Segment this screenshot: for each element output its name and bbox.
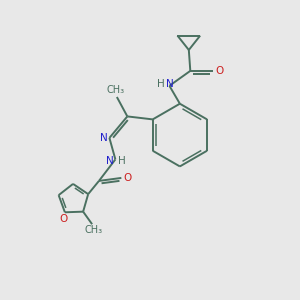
Text: N: N: [106, 156, 114, 166]
Text: O: O: [59, 214, 68, 224]
Text: N: N: [100, 133, 108, 143]
Text: N: N: [166, 79, 174, 89]
Text: CH₃: CH₃: [85, 225, 103, 235]
Text: H: H: [157, 79, 165, 89]
Text: H: H: [118, 156, 126, 166]
Text: CH₃: CH₃: [106, 85, 124, 95]
Text: O: O: [124, 173, 132, 183]
Text: O: O: [215, 66, 224, 76]
